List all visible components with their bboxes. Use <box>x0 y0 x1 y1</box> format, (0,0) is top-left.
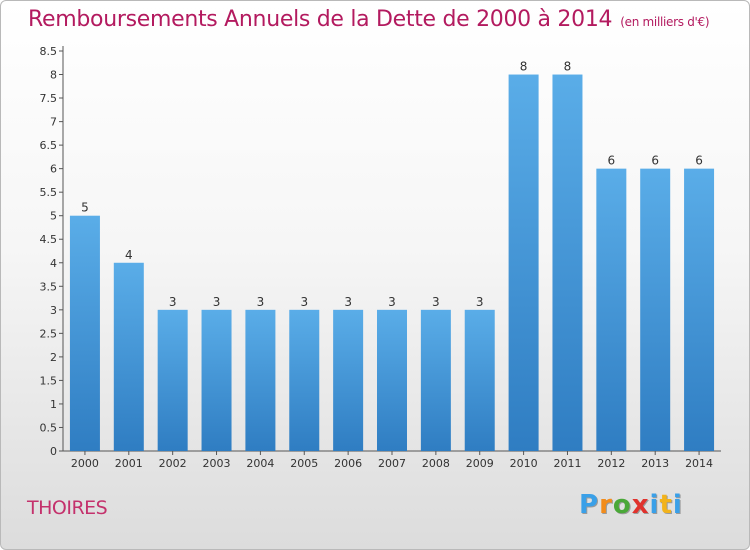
bar <box>245 309 276 451</box>
logo-letter: x <box>631 490 650 520</box>
data-label: 6 <box>695 154 703 168</box>
proxiti-logo: Proxiti <box>579 490 683 520</box>
y-tick-label: 3 <box>50 304 57 317</box>
x-tick-label: 2014 <box>685 457 713 470</box>
y-tick-label: 2 <box>50 351 57 364</box>
data-label: 3 <box>169 295 177 309</box>
logo-letter: i <box>649 490 660 520</box>
bar <box>552 74 583 451</box>
bar <box>377 309 407 451</box>
x-tick-label: 2013 <box>641 457 669 470</box>
bar <box>113 262 144 451</box>
x-tick-label: 2004 <box>246 457 274 470</box>
title-text: Remboursements Annuels de la Dette de 20… <box>28 7 613 32</box>
logo-letter: t <box>659 490 673 520</box>
x-tick-label: 2000 <box>71 457 99 470</box>
bar <box>508 74 539 451</box>
y-tick-label: 1.5 <box>40 374 58 387</box>
x-tick-label: 2011 <box>553 457 581 470</box>
x-tick-label: 2001 <box>115 457 143 470</box>
data-label: 3 <box>257 295 265 309</box>
y-tick-label: 5.5 <box>40 186 58 199</box>
y-tick-label: 5 <box>50 210 57 223</box>
x-tick-label: 2007 <box>378 457 406 470</box>
y-tick-label: 7.5 <box>40 92 58 105</box>
chart-title: Remboursements Annuels de la Dette de 20… <box>28 7 710 32</box>
data-label: 5 <box>81 201 89 215</box>
y-tick-label: 0.5 <box>40 421 58 434</box>
data-label: 8 <box>520 60 528 74</box>
bar <box>464 309 495 451</box>
y-tick-label: 6.5 <box>40 139 58 152</box>
data-label: 4 <box>125 248 133 262</box>
x-tick-label: 2009 <box>466 457 494 470</box>
data-label: 8 <box>564 60 572 74</box>
y-tick-label: 8.5 <box>40 45 58 58</box>
logo-letter: o <box>612 490 632 520</box>
bar <box>333 309 364 451</box>
bar <box>201 309 232 451</box>
x-tick-label: 2008 <box>422 457 450 470</box>
commune-name: THOIRES <box>27 497 108 519</box>
logo-letter: r <box>599 490 613 520</box>
x-tick-label: 2012 <box>597 457 625 470</box>
y-tick-label: 0 <box>50 445 57 458</box>
y-tick-label: 1 <box>50 398 57 411</box>
bar <box>420 309 451 451</box>
y-tick-label: 4 <box>50 257 57 270</box>
x-tick-label: 2010 <box>510 457 538 470</box>
y-tick-label: 3.5 <box>40 280 58 293</box>
x-tick-label: 2006 <box>334 457 362 470</box>
bar <box>69 215 100 451</box>
data-label: 6 <box>651 154 659 168</box>
bar <box>596 168 627 451</box>
logo-letter: P <box>579 490 600 520</box>
y-tick-label: 8 <box>50 69 57 82</box>
bar <box>640 168 671 451</box>
data-label: 3 <box>432 295 440 309</box>
data-label: 3 <box>344 295 352 309</box>
logo-letter: i <box>672 490 683 520</box>
y-tick-label: 7 <box>50 116 57 129</box>
data-label: 3 <box>476 295 484 309</box>
bar <box>289 309 320 451</box>
x-tick-label: 2003 <box>203 457 231 470</box>
data-label: 3 <box>300 295 308 309</box>
data-label: 6 <box>608 154 616 168</box>
bar <box>157 309 188 451</box>
data-label: 3 <box>388 295 396 309</box>
y-tick-label: 6 <box>50 163 57 176</box>
x-tick-label: 2005 <box>290 457 318 470</box>
x-tick-label: 2002 <box>159 457 187 470</box>
y-tick-label: 4.5 <box>40 233 58 246</box>
data-label: 3 <box>213 295 221 309</box>
unit-label: (en milliers d'€) <box>620 15 710 29</box>
bar <box>684 168 715 451</box>
y-tick-label: 2.5 <box>40 327 58 340</box>
